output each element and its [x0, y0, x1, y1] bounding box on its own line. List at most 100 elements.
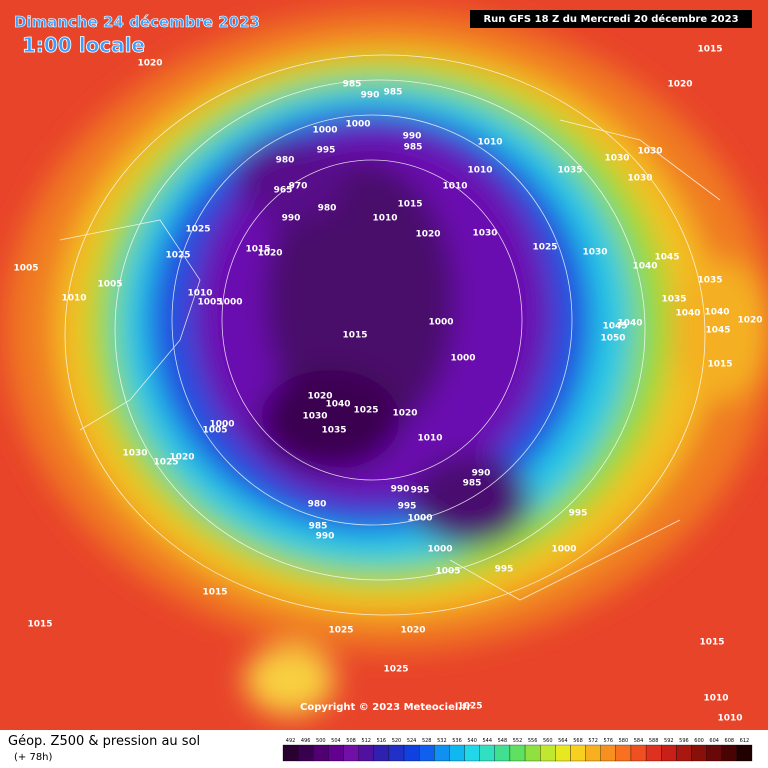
- colorbar-label: 580: [619, 738, 629, 744]
- isobar-label: 1015: [27, 620, 52, 630]
- colorbar-label: 516: [377, 738, 387, 744]
- date-label: Dimanche 24 décembre 2023: [14, 13, 260, 31]
- colorbar-swatch: [645, 744, 662, 762]
- isobar-label: 1010: [717, 714, 742, 724]
- colorbar-swatch: [661, 744, 677, 762]
- isobar-label: 985: [404, 143, 423, 153]
- isobar-label: 1015: [697, 45, 722, 55]
- isobar-label: 985: [343, 80, 362, 90]
- isobar-label: 1005: [13, 264, 38, 274]
- isobar-label: 1030: [302, 412, 327, 422]
- colorbar-swatch: [479, 744, 495, 762]
- isobar-label: 1030: [582, 248, 607, 258]
- footer-lead: (+ 78h): [14, 752, 53, 763]
- colorbar-swatch: [313, 744, 329, 762]
- colorbar-swatch: [297, 744, 314, 762]
- isobar-label: 1000: [209, 420, 234, 430]
- isobar-label: 1000: [217, 298, 242, 308]
- isobar-label: 1035: [557, 166, 582, 176]
- isobar-label: 980: [318, 204, 337, 214]
- isobar-label: 1035: [321, 426, 346, 436]
- isobar-label: 1040: [632, 262, 657, 272]
- isobar-label: 1010: [187, 289, 212, 299]
- colorbar-label: 608: [725, 738, 735, 744]
- isobar-label: 1020: [415, 230, 440, 240]
- isobar-label: 1000: [428, 318, 453, 328]
- isobar-label: 995: [495, 565, 514, 575]
- colorbar-label: 612: [740, 738, 750, 744]
- colorbar-label: 524: [407, 738, 417, 744]
- isobar-label: 1040: [675, 309, 700, 319]
- colorbar-swatch: [449, 744, 465, 762]
- colorbar-label: 508: [346, 738, 356, 744]
- isobar-label: 995: [398, 502, 417, 512]
- isobar-label: 1015: [707, 360, 732, 370]
- isobar-label: 1050: [600, 334, 625, 344]
- isobar-label: 1025: [457, 702, 482, 712]
- isobar-label: 985: [309, 522, 328, 532]
- isobar-label: 1020: [737, 316, 762, 326]
- isobar-label: 1020: [307, 392, 332, 402]
- colorbar-label: 540: [467, 738, 477, 744]
- colorbar: 492 496 500 504 508 512 516 520 524 528 532 536 540 5…: [282, 738, 753, 762]
- isobar-label: 1000: [407, 514, 432, 524]
- isobar-label: 1035: [661, 295, 686, 305]
- isobar-label: 1030: [122, 449, 147, 459]
- isobar-label: 1010: [417, 434, 442, 444]
- colorbar-swatch: [600, 744, 616, 762]
- isobar-label: 1030: [604, 154, 629, 164]
- colorbar-swatch: [570, 744, 586, 762]
- isobar-label: 1030: [637, 147, 662, 157]
- isobar-label: 995: [317, 146, 336, 156]
- isobar-label: 1045: [705, 326, 730, 336]
- colorbar-label: 584: [634, 738, 644, 744]
- isobar-label: 1010: [477, 138, 502, 148]
- isobar-label: 1030: [627, 174, 652, 184]
- colorbar-swatch: [676, 744, 692, 762]
- colorbar-label: 572: [588, 738, 598, 744]
- isobar-label: 1045: [602, 322, 627, 332]
- colorbar-label: 528: [422, 738, 432, 744]
- colorbar-swatch: [419, 744, 435, 762]
- footer-title: Géop. Z500 & pression au sol: [8, 734, 200, 749]
- colorbar-label: 592: [664, 738, 674, 744]
- isobar-label: 990: [403, 132, 422, 142]
- run-label: Run GFS 18 Z du Mercredi 20 décembre 202…: [483, 13, 738, 25]
- colorbar-swatch: [358, 744, 374, 762]
- isobar-label: 1000: [551, 545, 576, 555]
- isobar-label: 1020: [137, 59, 162, 69]
- colorbar-swatch: [509, 744, 526, 762]
- colorbar-swatch: [403, 744, 420, 762]
- isobar-label: 1015: [342, 331, 367, 341]
- isobar-label: 1015: [397, 200, 422, 210]
- isobar-label: 1025: [328, 626, 353, 636]
- isobar-label: 1020: [257, 249, 282, 259]
- colorbar-label: 544: [482, 738, 492, 744]
- isobar-label: 1015: [699, 638, 724, 648]
- isobar-label: 965: [274, 186, 293, 196]
- isobar-label: 1005: [435, 567, 460, 577]
- colorbar-label: 500: [316, 738, 326, 744]
- colorbar-label: 548: [498, 738, 508, 744]
- isobar-label: 980: [308, 500, 327, 510]
- isobar-label: 990: [472, 469, 491, 479]
- isobar-label: 1000: [427, 545, 452, 555]
- isobar-label: 1030: [472, 229, 497, 239]
- isobar-label: 1010: [467, 166, 492, 176]
- colorbar-label: 564: [558, 738, 568, 744]
- colorbar-label: 532: [437, 738, 447, 744]
- colorbar-swatch: [540, 744, 556, 762]
- colorbar-label: 568: [573, 738, 583, 744]
- isobar-label: 1045: [654, 253, 679, 263]
- isobar-label: 1025: [532, 243, 557, 253]
- isobar-label: 995: [569, 509, 588, 519]
- isobar-label: 1020: [400, 626, 425, 636]
- colorbar-swatch: [464, 744, 480, 762]
- colorbar-swatch: [373, 744, 390, 762]
- colorbar-label: 596: [679, 738, 689, 744]
- colorbar-swatch: [691, 744, 707, 762]
- colorbar-label: 492: [286, 738, 296, 744]
- isobar-label: 995: [411, 486, 430, 496]
- colorbar-label: 588: [649, 738, 659, 744]
- colorbar-swatch: [706, 744, 722, 762]
